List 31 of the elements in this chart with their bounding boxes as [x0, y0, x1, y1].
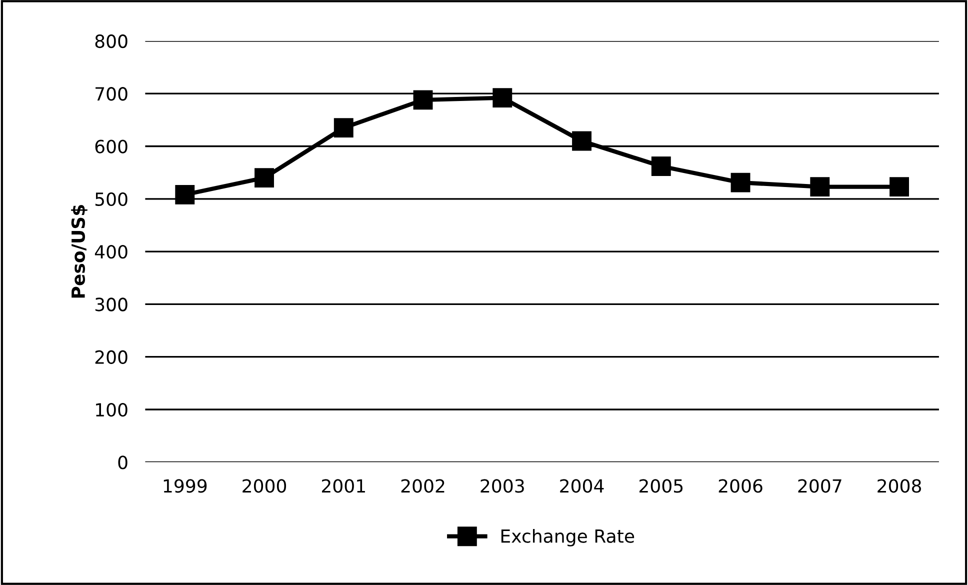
- y-tick-label: 0: [118, 456, 128, 470]
- y-tick-label: 400: [94, 245, 128, 259]
- point: [730, 172, 750, 192]
- x-tick-label: 2002: [401, 479, 444, 493]
- x-tick-label: 2000: [242, 479, 286, 493]
- x-tick-label: 2001: [322, 479, 365, 493]
- y-tick-label: 300: [95, 298, 128, 312]
- y-tick-label: 500: [95, 192, 128, 206]
- y-tick-label: 600: [95, 140, 128, 154]
- point: [334, 118, 354, 138]
- x-tick-label: 2007: [798, 479, 842, 493]
- point: [572, 131, 592, 151]
- x-tick-label: 2005: [639, 479, 683, 493]
- point: [810, 177, 830, 197]
- point: [890, 177, 909, 197]
- point: [651, 156, 671, 176]
- y-tick-label: 200: [95, 350, 128, 364]
- x-tick-label: 2004: [560, 479, 604, 493]
- x-tick-label: 1999: [164, 479, 207, 493]
- y-tick-label: 100: [96, 402, 128, 417]
- x-tick-label: 2003: [480, 479, 524, 493]
- x-tick-label: 2006: [718, 479, 762, 493]
- y-axis-title: Peso/US$: [71, 205, 88, 298]
- point: [413, 90, 433, 110]
- point: [254, 168, 274, 188]
- y-tick-label: 800: [95, 34, 128, 48]
- point: [175, 184, 195, 204]
- point: [492, 88, 512, 108]
- legend-label: Exchange Rate: [501, 528, 634, 546]
- x-tick-label: 2008: [878, 479, 922, 493]
- y-tick-label: 700: [96, 87, 128, 101]
